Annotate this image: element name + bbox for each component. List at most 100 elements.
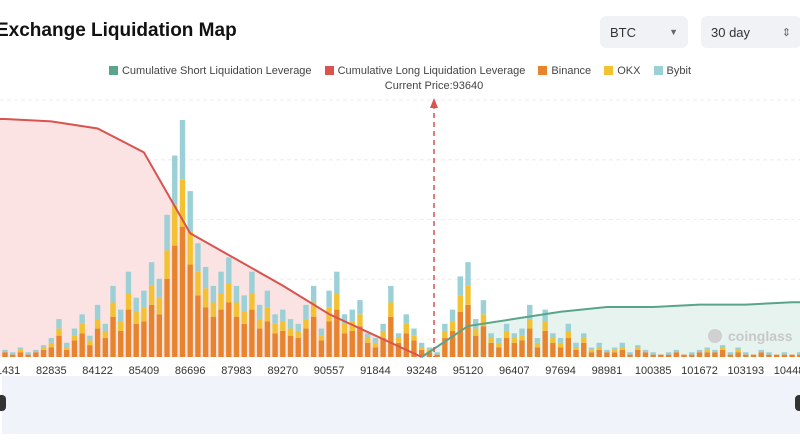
bar-binance bbox=[658, 354, 664, 357]
bar-binance bbox=[2, 352, 8, 357]
bar-bybit bbox=[519, 328, 525, 336]
bar-bybit bbox=[318, 328, 325, 336]
coin-select[interactable]: BTC ▼ bbox=[600, 16, 688, 48]
bar-okx bbox=[141, 307, 147, 322]
bar-bybit bbox=[473, 319, 479, 329]
bar-okx bbox=[202, 288, 209, 308]
bar-okx bbox=[17, 349, 24, 353]
bar-okx bbox=[534, 342, 541, 348]
bar-binance bbox=[87, 345, 93, 357]
range-handle-left[interactable] bbox=[0, 395, 6, 411]
bar-bybit bbox=[465, 262, 471, 286]
bar-bybit bbox=[696, 349, 703, 353]
bar-okx bbox=[619, 347, 626, 350]
bar-binance bbox=[781, 354, 788, 357]
legend-okx[interactable]: OKX bbox=[604, 65, 640, 77]
bar-binance bbox=[411, 340, 417, 357]
bar-binance bbox=[596, 349, 602, 357]
range-handle-right[interactable] bbox=[795, 395, 800, 411]
bar-bybit bbox=[550, 333, 556, 339]
long-area bbox=[0, 119, 422, 357]
bar-bybit bbox=[534, 338, 541, 343]
bar-bybit bbox=[650, 352, 656, 355]
bar-bybit bbox=[310, 285, 317, 303]
bar-binance bbox=[256, 328, 263, 357]
bar-bybit bbox=[64, 342, 70, 348]
bar-bybit bbox=[164, 214, 170, 251]
bar-binance bbox=[773, 354, 780, 357]
bar-okx bbox=[480, 314, 487, 327]
bar-binance bbox=[94, 328, 101, 357]
legend-binance[interactable]: Binance bbox=[538, 65, 591, 77]
bar-binance bbox=[364, 342, 371, 357]
bar-binance bbox=[542, 330, 548, 357]
legend-long[interactable]: Cumulative Long Liquidation Leverage bbox=[324, 65, 525, 77]
bar-binance bbox=[357, 326, 363, 357]
bar-bybit bbox=[388, 285, 394, 303]
bar-okx bbox=[364, 338, 371, 343]
bar-binance bbox=[449, 330, 456, 357]
bar-binance bbox=[388, 316, 394, 357]
page-title: Exchange Liquidation Map bbox=[0, 20, 237, 41]
x-tick-label: 89270 bbox=[268, 365, 299, 376]
bar-okx bbox=[295, 330, 301, 339]
bar-okx bbox=[488, 338, 494, 343]
bar-binance bbox=[226, 302, 232, 357]
bar-binance bbox=[102, 338, 109, 357]
bar-binance bbox=[635, 349, 641, 357]
bar-okx bbox=[357, 314, 363, 327]
bar-bybit bbox=[642, 349, 649, 353]
bar-bybit bbox=[712, 349, 718, 353]
bar-binance bbox=[727, 354, 734, 357]
bar-binance bbox=[280, 330, 286, 357]
bar-bybit bbox=[488, 333, 494, 339]
bar-binance bbox=[565, 338, 572, 357]
bar-bybit bbox=[411, 328, 417, 336]
bar-okx bbox=[635, 347, 641, 350]
bar-binance bbox=[704, 352, 710, 357]
bar-binance bbox=[503, 338, 510, 357]
bar-bybit bbox=[611, 347, 618, 350]
bar-bybit bbox=[118, 309, 124, 322]
bar-okx bbox=[256, 319, 263, 329]
x-tick-label: 96407 bbox=[499, 365, 530, 376]
bar-okx bbox=[465, 285, 471, 305]
bar-okx bbox=[264, 307, 271, 322]
bar-binance bbox=[527, 328, 533, 357]
bar-bybit bbox=[195, 243, 201, 272]
bar-okx bbox=[418, 347, 425, 350]
bar-binance bbox=[743, 354, 749, 357]
bar-binance bbox=[48, 347, 55, 357]
bar-binance bbox=[496, 347, 502, 357]
bar-okx bbox=[56, 328, 62, 336]
bar-okx bbox=[226, 283, 232, 303]
bar-bybit bbox=[179, 120, 186, 180]
bar-okx bbox=[719, 347, 726, 350]
bar-binance bbox=[550, 342, 556, 357]
bar-okx bbox=[310, 302, 317, 317]
bar-binance bbox=[735, 352, 741, 357]
bar-binance bbox=[418, 349, 425, 357]
bar-binance bbox=[395, 342, 402, 357]
bar-bybit bbox=[542, 309, 548, 322]
bar-okx bbox=[218, 293, 224, 310]
legend-bybit[interactable]: Bybit bbox=[653, 65, 691, 77]
bar-okx bbox=[596, 347, 602, 350]
bar-okx bbox=[241, 311, 247, 324]
bar-binance bbox=[33, 352, 39, 357]
period-select[interactable]: 30 day ⇕ bbox=[701, 16, 800, 48]
range-navigator[interactable] bbox=[2, 376, 800, 434]
bar-binance bbox=[372, 347, 379, 357]
bar-binance bbox=[164, 278, 170, 357]
legend: Cumulative Short Liquidation Leverage Cu… bbox=[0, 65, 800, 77]
x-tick-label: 82835 bbox=[36, 365, 67, 376]
bar-bybit bbox=[56, 319, 62, 329]
bar-bybit bbox=[442, 323, 448, 331]
legend-short[interactable]: Cumulative Short Liquidation Leverage bbox=[108, 65, 312, 77]
bar-binance bbox=[125, 309, 132, 357]
x-tick-label: 101672 bbox=[681, 365, 718, 376]
bar-binance bbox=[303, 328, 309, 357]
bar-binance bbox=[442, 338, 448, 357]
bar-binance bbox=[249, 309, 255, 357]
bar-bybit bbox=[588, 347, 595, 350]
